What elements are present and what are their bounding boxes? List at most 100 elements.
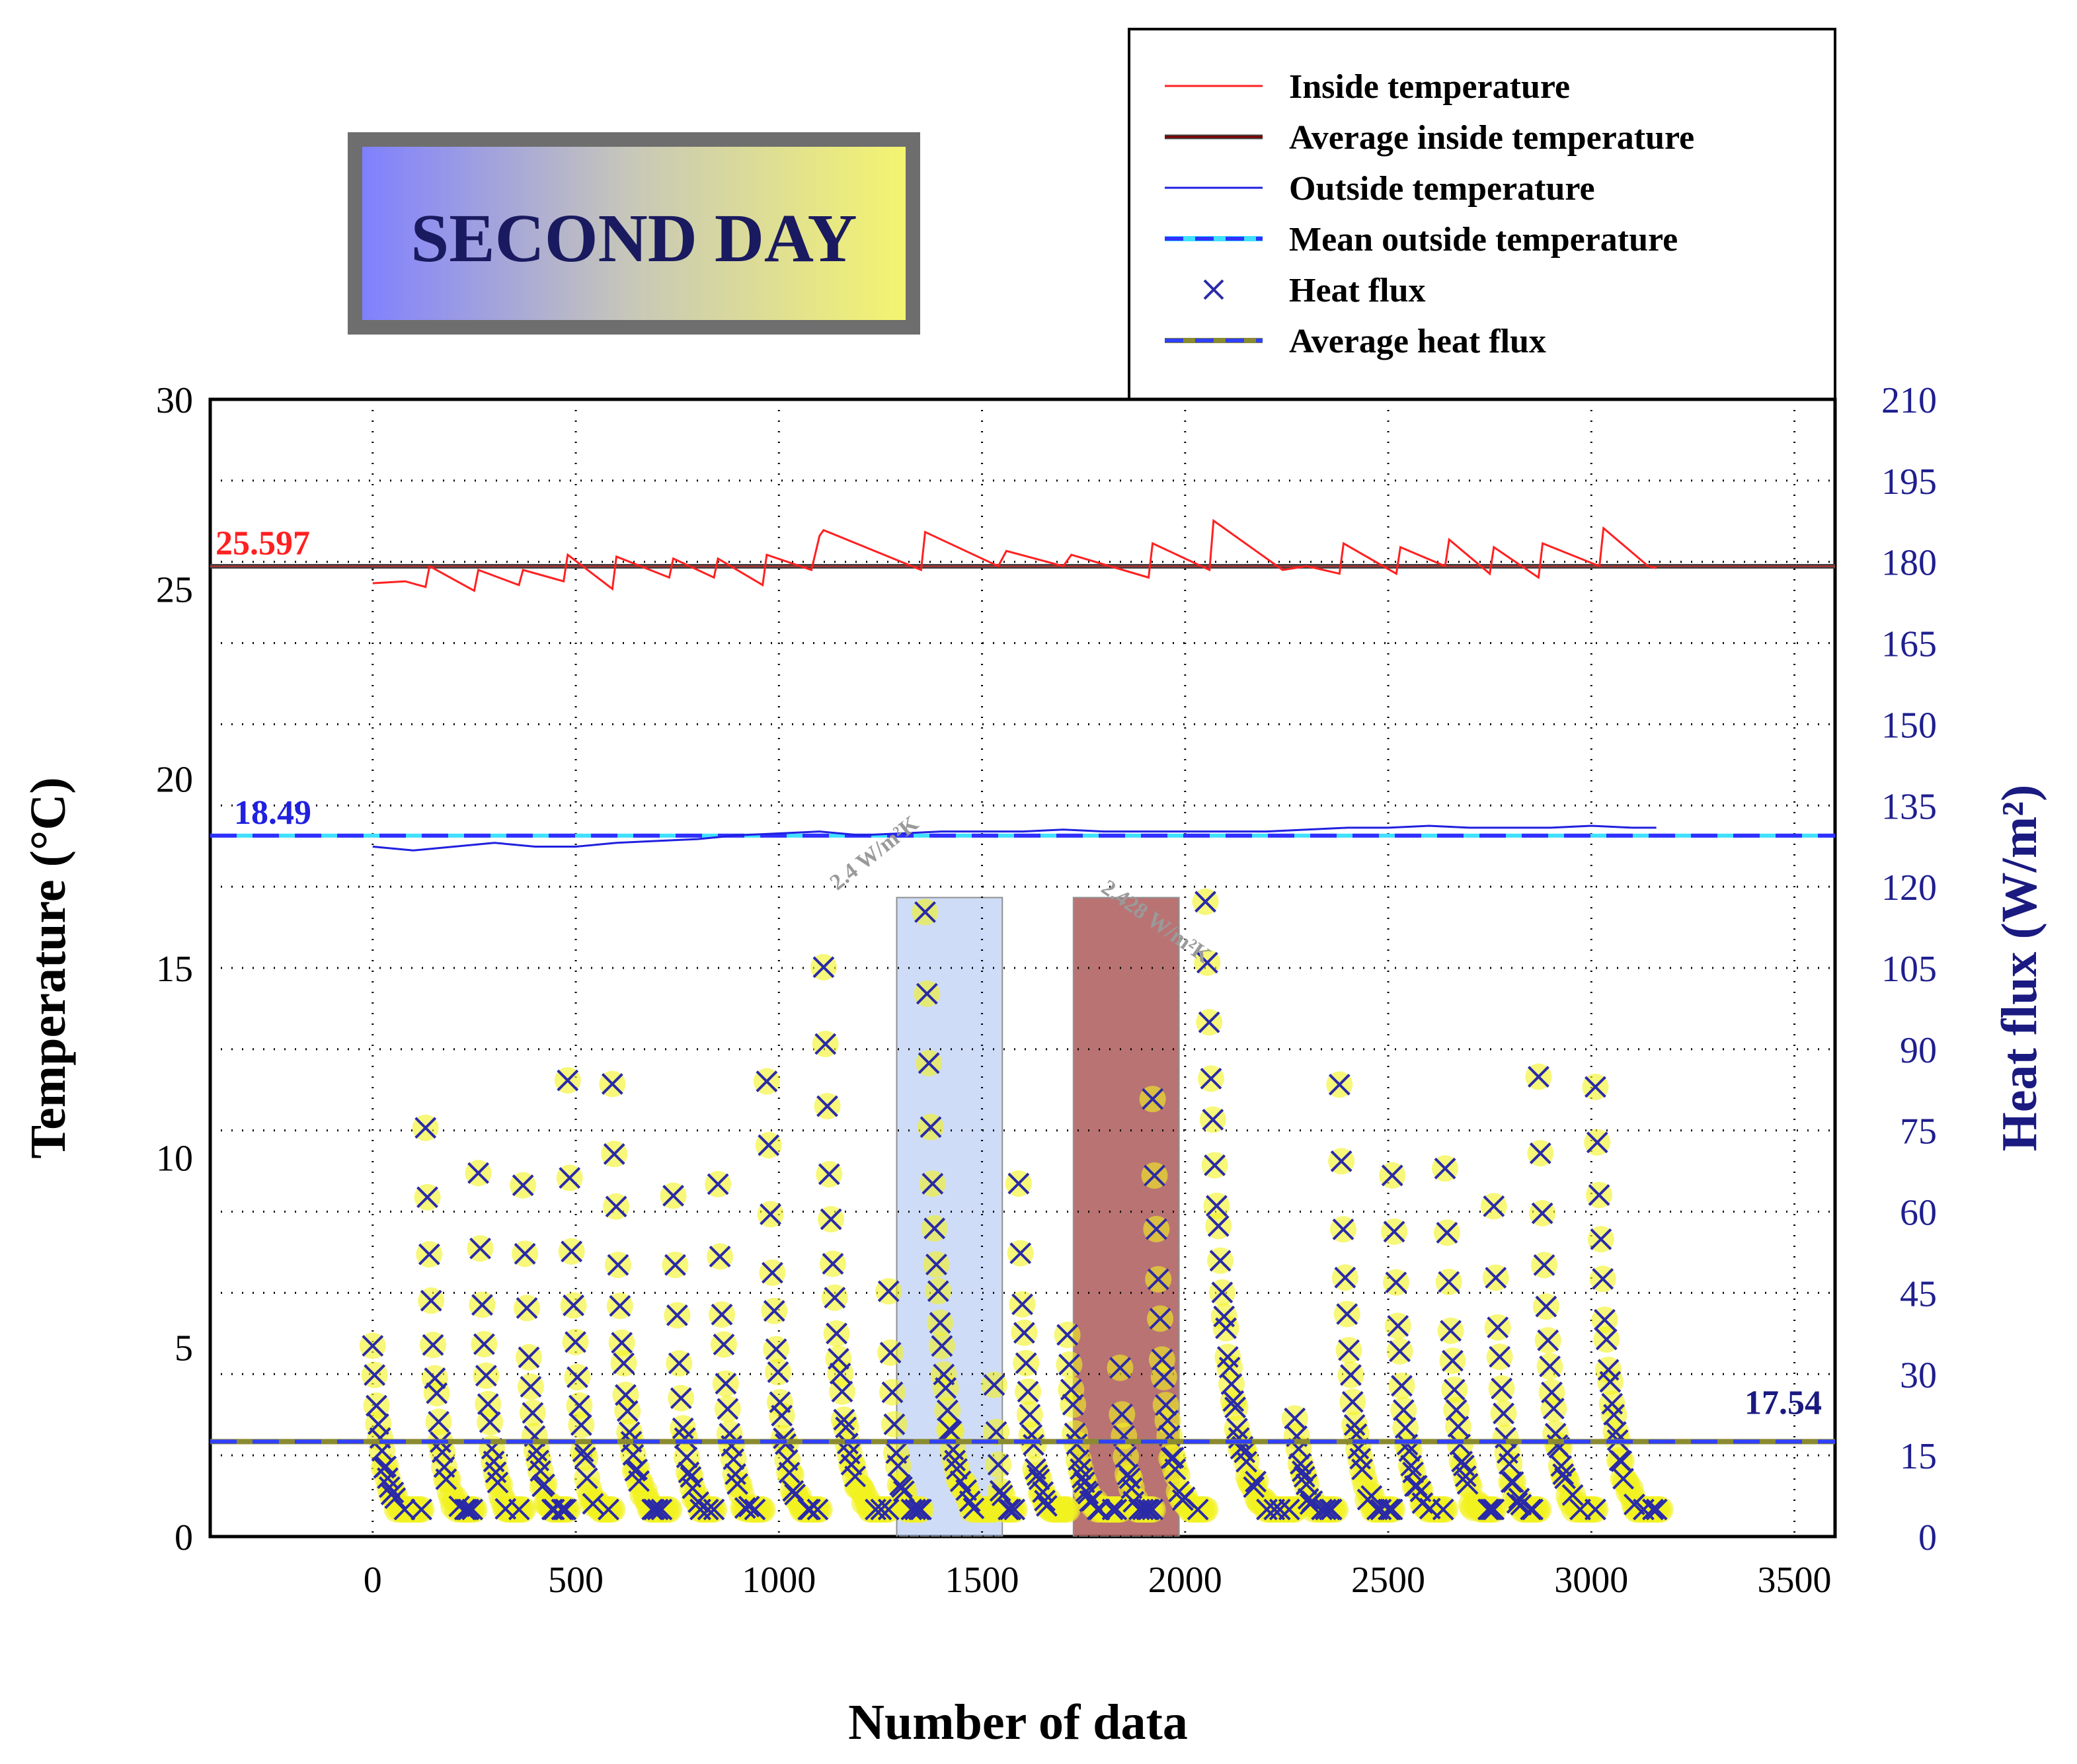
heat-flux-point bbox=[1383, 1221, 1405, 1243]
heat-flux-point bbox=[944, 1449, 966, 1472]
heat-flux-point bbox=[816, 1095, 838, 1117]
heat-flux-point bbox=[929, 1312, 951, 1334]
heat-flux-point bbox=[567, 1366, 588, 1388]
heat-flux-point bbox=[362, 1335, 384, 1357]
heat-flux-point bbox=[778, 1461, 801, 1484]
heat-flux-point bbox=[1489, 1345, 1511, 1368]
heat-flux-point bbox=[416, 1186, 438, 1209]
heat-flux-point bbox=[1138, 1498, 1160, 1521]
heat-flux-point bbox=[920, 1116, 942, 1139]
heat-flux-point bbox=[773, 1427, 795, 1449]
heat-flux-point bbox=[377, 1467, 399, 1490]
heat-flux-point bbox=[709, 1246, 731, 1267]
heat-flux-point bbox=[717, 1398, 739, 1420]
heat-flux-point bbox=[1493, 1402, 1514, 1425]
heat-flux-point bbox=[883, 1413, 906, 1435]
heat-flux-point bbox=[364, 1364, 386, 1386]
legend-label: Mean outside temperature bbox=[1289, 221, 1678, 259]
heat-flux-point bbox=[1443, 1379, 1466, 1401]
heat-flux-glow bbox=[806, 1496, 833, 1523]
heat-flux-point bbox=[726, 1472, 748, 1495]
heat-flux-point bbox=[765, 1338, 787, 1361]
heat-flux-point bbox=[1381, 1498, 1403, 1521]
heat-flux-point bbox=[674, 1427, 696, 1449]
heat-flux-glow bbox=[1054, 1496, 1081, 1523]
heat-flux-point bbox=[904, 1498, 927, 1521]
heat-flux-point bbox=[1226, 1418, 1248, 1440]
heat-flux-point bbox=[908, 1498, 930, 1521]
y-tick-label-right: 150 bbox=[1881, 705, 1937, 746]
heat-flux-point bbox=[1207, 1215, 1230, 1237]
heat-flux-point bbox=[1149, 1307, 1171, 1330]
heat-flux-point bbox=[565, 1331, 586, 1353]
heat-flux-point bbox=[453, 1498, 476, 1521]
y-tick-label-right: 195 bbox=[1881, 461, 1937, 502]
heat-flux-point bbox=[936, 1399, 959, 1422]
heat-flux-point bbox=[1318, 1498, 1341, 1521]
heat-flux-point bbox=[1529, 1142, 1551, 1164]
heat-flux-point bbox=[877, 1498, 900, 1521]
heat-flux-point bbox=[760, 1203, 781, 1225]
band-label: 2.4 W/m²K bbox=[826, 811, 923, 895]
heat-flux-point bbox=[1142, 1498, 1164, 1521]
heat-flux-point bbox=[989, 1480, 1011, 1502]
heat-flux-point bbox=[420, 1289, 442, 1312]
heat-flux-point bbox=[426, 1382, 448, 1404]
heat-flux-point bbox=[959, 1490, 981, 1513]
y-tick-label-right: 60 bbox=[1900, 1193, 1937, 1234]
heat-flux-point bbox=[1332, 1218, 1354, 1240]
heat-flux-point bbox=[598, 1498, 619, 1521]
heat-flux-point bbox=[1533, 1254, 1555, 1276]
heat-flux-point bbox=[512, 1174, 534, 1197]
heat-flux-point bbox=[522, 1402, 544, 1424]
heat-flux-point bbox=[643, 1498, 665, 1521]
heat-flux-point bbox=[1017, 1381, 1039, 1403]
y-tick-label-right: 45 bbox=[1900, 1273, 1937, 1314]
inside-temperature-line bbox=[372, 518, 1657, 592]
heat-flux-point bbox=[734, 1497, 756, 1519]
heat-flux-point bbox=[1594, 1308, 1616, 1331]
heat-flux-point bbox=[797, 1498, 820, 1521]
heat-flux-point bbox=[1145, 1218, 1167, 1240]
y-tick-label-right: 90 bbox=[1900, 1030, 1937, 1071]
heat-flux-point bbox=[572, 1440, 594, 1463]
heat-flux-point bbox=[1440, 1320, 1462, 1342]
legend-swatch bbox=[1203, 279, 1224, 300]
heat-flux-point bbox=[900, 1498, 923, 1521]
heat-flux-point bbox=[670, 1387, 692, 1410]
heat-flux-glow bbox=[1192, 1496, 1219, 1523]
y-tick-label-left: 25 bbox=[156, 570, 193, 611]
heat-flux-point bbox=[1449, 1433, 1471, 1456]
heat-flux-point bbox=[422, 1334, 444, 1356]
heat-flux-point bbox=[1284, 1407, 1306, 1429]
heat-flux-point bbox=[1101, 1498, 1124, 1521]
heat-flux-point bbox=[461, 1498, 484, 1521]
heat-flux-point bbox=[921, 1172, 944, 1195]
heat-flux-point bbox=[582, 1492, 604, 1515]
heat-flux-point bbox=[1032, 1481, 1054, 1503]
y-tick-label-right: 210 bbox=[1881, 380, 1937, 421]
heat-flux-point bbox=[473, 1333, 495, 1355]
heat-flux-point bbox=[1007, 1172, 1030, 1195]
y-tick-label-right: 15 bbox=[1900, 1436, 1937, 1477]
heat-flux-point bbox=[601, 1073, 623, 1095]
legend-label: Outside temperature bbox=[1289, 170, 1595, 208]
heat-flux-point bbox=[1400, 1455, 1423, 1477]
heat-flux-point bbox=[1015, 1352, 1037, 1375]
heat-flux-point bbox=[1011, 1293, 1033, 1316]
heat-flux-point bbox=[812, 956, 835, 979]
heat-flux-point bbox=[613, 1352, 635, 1375]
heat-flux-point bbox=[418, 1243, 440, 1265]
heat-flux-point bbox=[1434, 1157, 1456, 1180]
heat-flux-point bbox=[1522, 1498, 1544, 1521]
heat-flux-point bbox=[1378, 1498, 1399, 1521]
heat-flux-point bbox=[820, 1208, 842, 1230]
heat-flux-point bbox=[668, 1352, 690, 1375]
heat-flux-point bbox=[1542, 1397, 1565, 1420]
heat-flux-point bbox=[1360, 1485, 1383, 1507]
heat-flux-point bbox=[1454, 1465, 1477, 1488]
heat-flux-point bbox=[767, 1361, 789, 1383]
heat-flux-point bbox=[1351, 1459, 1373, 1480]
heat-flux-point bbox=[1290, 1453, 1312, 1475]
heat-flux-point bbox=[1111, 1403, 1133, 1425]
